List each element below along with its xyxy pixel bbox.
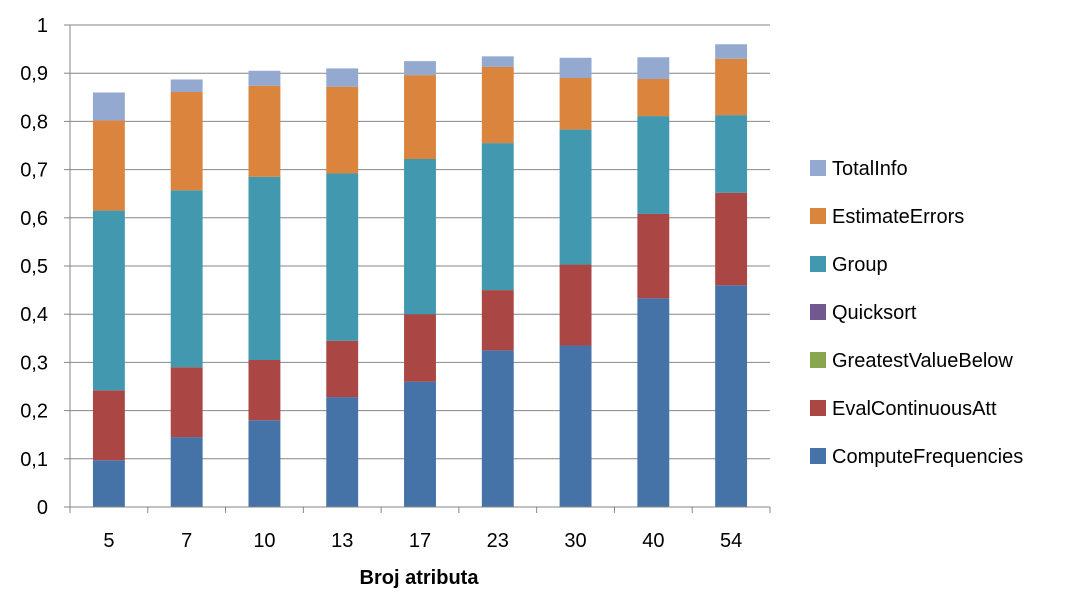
bar-segment-compute-frequencies-7 [170,437,203,507]
bar-segment-total-info-40 [637,57,670,79]
x-tick-label: 13 [331,530,353,552]
bar-segment-group-54 [715,115,748,193]
bar-segment-estimate-errors-54 [715,58,748,116]
x-tick-label: 23 [487,530,509,552]
bar-segment-total-info-13 [326,68,359,87]
x-tick-label: 30 [564,530,586,552]
bar-segment-group-30 [559,129,592,265]
legend-label-eval-continuous-att: EvalContinuousAtt [832,398,997,420]
legend: TotalInfo EstimateErrors Group Quicksort Gre… [810,158,1023,468]
bar-segment-estimate-errors-30 [559,78,592,130]
bar-segment-compute-frequencies-5 [92,460,125,507]
bar-segment-estimate-errors-13 [326,86,359,174]
bar-segment-compute-frequencies-30 [559,345,592,507]
bar-segment-compute-frequencies-40 [637,298,670,507]
x-tick-label: 7 [181,530,192,552]
bar-segment-estimate-errors-7 [170,91,203,191]
bar-segment-eval-continuous-att-7 [170,367,203,438]
y-tick-label: 1 [37,15,48,37]
bar-segment-group-5 [92,210,125,391]
bar-segment-estimate-errors-17 [404,75,436,159]
bars [92,44,748,507]
bar-segment-estimate-errors-23 [481,66,514,144]
y-tick-label: 0,7 [20,160,48,182]
bar-segment-eval-continuous-att-10 [248,359,281,421]
bar-segment-eval-continuous-att-54 [715,192,748,286]
bar-segment-total-info-54 [715,44,748,59]
bar-segment-compute-frequencies-13 [326,397,359,507]
y-tick-label: 0,4 [20,304,48,326]
bar-segment-total-info-30 [559,57,592,79]
bar-segment-group-23 [481,143,514,291]
y-tick-label: 0,8 [20,111,48,133]
x-axis-title: Broj atributa [360,567,480,589]
legend-label-greatest-value-below: GreatestValueBelow [832,350,1013,372]
legend-swatch-total-info [810,160,826,176]
bar-segment-group-40 [637,116,670,214]
bar-segment-estimate-errors-40 [637,78,670,117]
legend-swatch-greatest-value-below [810,352,826,368]
bar-segment-total-info-23 [481,56,514,67]
bar-segment-eval-continuous-att-23 [481,290,514,351]
y-tick-label: 0,2 [20,401,48,423]
y-tick-label: 0 [37,497,48,519]
bar-segment-estimate-errors-10 [248,85,281,177]
legend-swatch-quicksort [810,304,826,320]
bar-segment-compute-frequencies-23 [481,350,514,507]
bar-segment-total-info-5 [92,92,125,121]
legend-label-estimate-errors: EstimateErrors [832,206,964,228]
legend-label-total-info: TotalInfo [832,158,908,180]
legend-swatch-group [810,256,826,272]
bar-segment-compute-frequencies-17 [404,381,436,507]
axes: 0 0,1 0,2 0,3 0,4 0,5 0,6 0,7 0,8 0,9 1 5 7 10 13 17 23 3… [20,15,771,552]
y-tick-label: 0,9 [20,63,48,85]
bar-segment-total-info-17 [404,61,436,76]
bar-segment-group-10 [248,176,281,360]
bar-segment-group-7 [170,190,203,368]
x-tick-label: 5 [103,530,114,552]
bar-segment-eval-continuous-att-5 [92,390,125,461]
legend-label-group: Group [832,254,888,276]
legend-swatch-compute-frequencies [810,448,826,464]
legend-swatch-eval-continuous-att [810,400,826,416]
legend-swatch-estimate-errors [810,208,826,224]
bar-segment-eval-continuous-att-13 [326,340,359,398]
y-tick-label: 0,5 [20,256,48,278]
y-tick-label: 0,3 [20,352,48,374]
bar-segment-eval-continuous-att-17 [404,314,436,382]
bar-segment-group-13 [326,173,359,341]
bar-segment-eval-continuous-att-30 [559,264,592,346]
bar-segment-compute-frequencies-54 [715,285,748,507]
x-tick-label: 40 [642,530,664,552]
bar-segment-compute-frequencies-10 [248,420,281,507]
bar-segment-group-17 [404,158,436,315]
x-tick-label: 10 [253,530,275,552]
x-tick-label: 17 [409,530,431,552]
legend-label-compute-frequencies: ComputeFrequencies [832,446,1023,468]
legend-label-quicksort: Quicksort [832,302,917,324]
y-tick-label: 0,1 [20,449,48,471]
bar-segment-total-info-10 [248,70,281,86]
bar-segment-eval-continuous-att-40 [637,213,670,299]
bar-segment-estimate-errors-5 [92,120,125,211]
y-tick-label: 0,6 [20,208,48,230]
bar-segment-total-info-7 [170,79,203,92]
x-tick-label: 54 [720,530,742,552]
